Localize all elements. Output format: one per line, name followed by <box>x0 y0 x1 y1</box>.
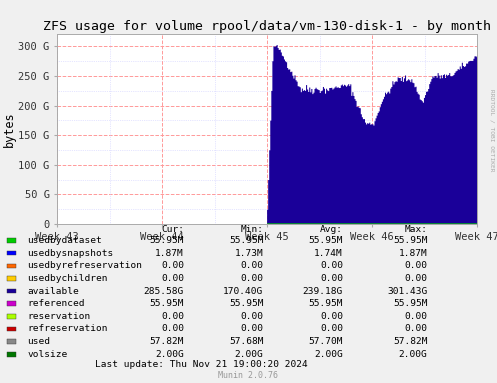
Text: 301.43G: 301.43G <box>387 286 427 296</box>
Text: 55.95M: 55.95M <box>393 236 427 245</box>
Text: usedbydataset: usedbydataset <box>27 236 102 245</box>
Text: 0.00: 0.00 <box>161 274 184 283</box>
Text: Cur:: Cur: <box>161 225 184 234</box>
Text: 55.95M: 55.95M <box>150 236 184 245</box>
Text: 1.87M: 1.87M <box>155 249 184 258</box>
Text: Munin 2.0.76: Munin 2.0.76 <box>219 372 278 380</box>
Text: used: used <box>27 337 50 346</box>
Text: usedbychildren: usedbychildren <box>27 274 108 283</box>
Text: 285.58G: 285.58G <box>144 286 184 296</box>
Text: usedbysnapshots: usedbysnapshots <box>27 249 114 258</box>
Y-axis label: bytes: bytes <box>2 111 15 147</box>
Text: 0.00: 0.00 <box>241 312 263 321</box>
Text: 0.00: 0.00 <box>161 312 184 321</box>
Text: usedbyrefreservation: usedbyrefreservation <box>27 261 142 270</box>
Text: 170.40G: 170.40G <box>223 286 263 296</box>
Text: 2.00G: 2.00G <box>235 350 263 359</box>
Text: 2.00G: 2.00G <box>155 350 184 359</box>
Text: 0.00: 0.00 <box>405 324 427 334</box>
Text: 57.82M: 57.82M <box>393 337 427 346</box>
Text: volsize: volsize <box>27 350 68 359</box>
Text: 55.95M: 55.95M <box>229 299 263 308</box>
Text: 0.00: 0.00 <box>320 261 343 270</box>
Text: Last update: Thu Nov 21 19:00:20 2024: Last update: Thu Nov 21 19:00:20 2024 <box>95 360 308 369</box>
Text: 57.68M: 57.68M <box>229 337 263 346</box>
Text: 2.00G: 2.00G <box>314 350 343 359</box>
Text: 0.00: 0.00 <box>405 274 427 283</box>
Text: 0.00: 0.00 <box>161 261 184 270</box>
Text: 0.00: 0.00 <box>405 261 427 270</box>
Text: 57.70M: 57.70M <box>309 337 343 346</box>
Text: 0.00: 0.00 <box>241 274 263 283</box>
Text: 1.87M: 1.87M <box>399 249 427 258</box>
Text: 0.00: 0.00 <box>320 312 343 321</box>
Text: 2.00G: 2.00G <box>399 350 427 359</box>
Text: Min:: Min: <box>241 225 263 234</box>
Text: reservation: reservation <box>27 312 90 321</box>
Text: Avg:: Avg: <box>320 225 343 234</box>
Text: 1.74M: 1.74M <box>314 249 343 258</box>
Text: refreservation: refreservation <box>27 324 108 334</box>
Text: 0.00: 0.00 <box>320 324 343 334</box>
Text: Max:: Max: <box>405 225 427 234</box>
Text: 0.00: 0.00 <box>161 324 184 334</box>
Text: 55.95M: 55.95M <box>309 299 343 308</box>
Text: 55.95M: 55.95M <box>393 299 427 308</box>
Text: 55.95M: 55.95M <box>309 236 343 245</box>
Text: 1.73M: 1.73M <box>235 249 263 258</box>
Text: referenced: referenced <box>27 299 85 308</box>
Title: ZFS usage for volume rpool/data/vm-130-disk-1 - by month: ZFS usage for volume rpool/data/vm-130-d… <box>43 20 491 33</box>
Text: available: available <box>27 286 79 296</box>
Text: 57.82M: 57.82M <box>150 337 184 346</box>
Text: 239.18G: 239.18G <box>303 286 343 296</box>
Text: 0.00: 0.00 <box>241 261 263 270</box>
Text: 55.95M: 55.95M <box>150 299 184 308</box>
Text: 55.95M: 55.95M <box>229 236 263 245</box>
Text: 0.00: 0.00 <box>405 312 427 321</box>
Text: RRDTOOL / TOBI OETIKER: RRDTOOL / TOBI OETIKER <box>490 89 495 172</box>
Text: 0.00: 0.00 <box>241 324 263 334</box>
Text: 0.00: 0.00 <box>320 274 343 283</box>
